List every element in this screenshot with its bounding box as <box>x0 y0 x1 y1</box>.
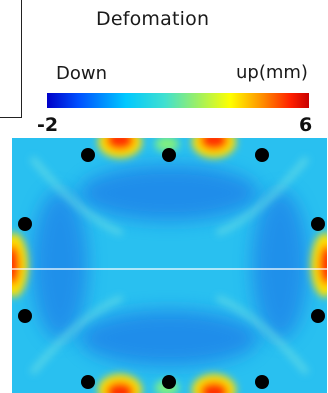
colorbar-min-tick: -2 <box>37 114 59 136</box>
colorbar-left-label: Down <box>56 63 108 84</box>
hotspot-top-3 <box>155 138 179 152</box>
support-point <box>81 375 95 389</box>
ridge-top-right <box>215 156 310 236</box>
support-point <box>255 148 269 162</box>
depression-region-left <box>32 190 88 340</box>
support-point <box>162 148 176 162</box>
ridge-bottom-right <box>215 295 310 375</box>
support-point <box>162 375 176 389</box>
support-point <box>311 309 325 323</box>
depression-region-top <box>79 165 259 221</box>
ridge-top-left <box>29 156 124 236</box>
support-point <box>18 217 32 231</box>
depression-region-right <box>252 190 308 340</box>
support-point <box>311 217 325 231</box>
ridge-bottom-left <box>29 295 124 375</box>
frame-border <box>0 0 22 118</box>
deformation-contour-plot <box>12 138 327 393</box>
depression-region-bottom <box>79 310 259 366</box>
support-point <box>81 148 95 162</box>
support-point <box>255 375 269 389</box>
colorbar-max-tick: 6 <box>299 114 313 136</box>
colorbar <box>47 93 309 108</box>
legend-title: Defomation <box>96 8 210 30</box>
colorbar-right-label: up(mm) <box>236 62 308 83</box>
support-point <box>18 309 32 323</box>
